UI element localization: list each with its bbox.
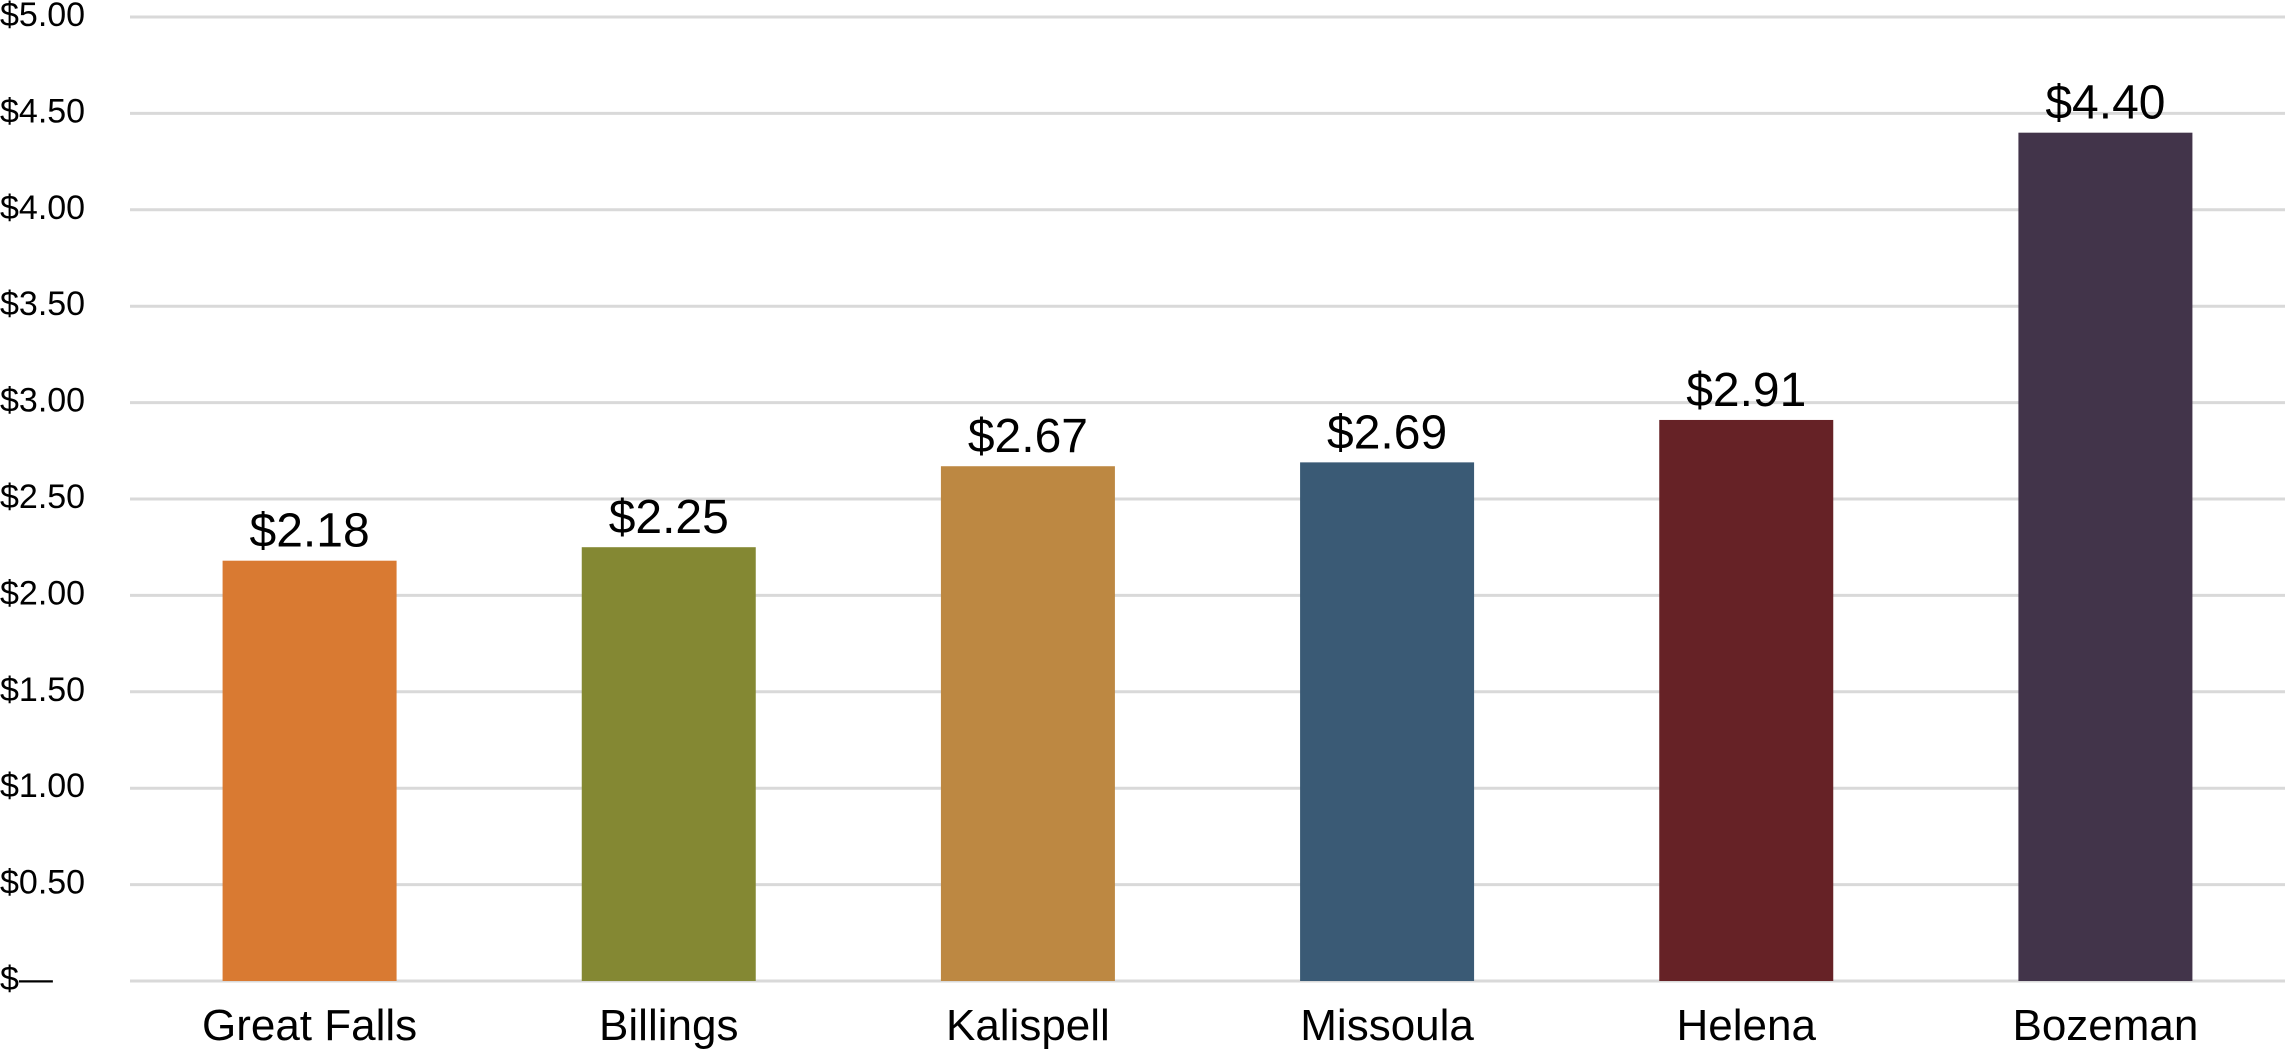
x-tick-label-2: Kalispell <box>946 1001 1110 1050</box>
y-tick-label-4: $2.00 <box>0 574 85 612</box>
grid-lines <box>130 15 2285 983</box>
bar-0 <box>222 560 397 981</box>
x-axis-tick-labels: Great Falls Billings Kalispell Missoula Hele… <box>202 1001 2198 1050</box>
y-tick-label-0: $— <box>0 960 53 998</box>
data-label-2: $2.67 <box>968 410 1088 463</box>
bar-2 <box>940 466 1115 981</box>
bar-4 <box>1659 419 1834 981</box>
data-label-5: $4.40 <box>2045 77 2165 130</box>
bar-3 <box>1300 462 1475 981</box>
data-label-0: $2.18 <box>250 505 370 558</box>
x-tick-label-1: Billings <box>599 1001 738 1050</box>
data-label-4: $2.91 <box>1686 364 1806 417</box>
bar-5 <box>2018 132 2193 981</box>
bar-1 <box>581 547 756 981</box>
x-tick-label-0: Great Falls <box>202 1001 417 1050</box>
data-labels: $2.18 $2.25 $2.67 $2.69 $2.91 $4.40 <box>250 77 2166 558</box>
y-tick-label-2: $1.00 <box>0 767 85 805</box>
y-tick-label-1: $0.50 <box>0 864 85 902</box>
data-label-1: $2.25 <box>609 491 729 544</box>
y-tick-label-6: $3.00 <box>0 382 85 420</box>
y-tick-label-5: $2.50 <box>0 478 85 516</box>
y-tick-label-7: $3.50 <box>0 285 85 323</box>
bars <box>222 132 2193 981</box>
y-tick-label-3: $1.50 <box>0 671 85 709</box>
y-axis-tick-labels: $— $0.50 $1.00 $1.50 $2.00 $2.50 $3.00 $3.50 $4.… <box>0 0 85 998</box>
x-tick-label-5: Bozeman <box>2012 1001 2198 1050</box>
y-tick-label-10: $5.00 <box>0 0 85 34</box>
x-tick-label-3: Missoula <box>1300 1001 1474 1050</box>
y-tick-label-8: $4.00 <box>0 189 85 227</box>
data-label-3: $2.69 <box>1327 406 1447 459</box>
x-tick-label-4: Helena <box>1677 1001 1817 1050</box>
y-tick-label-9: $4.50 <box>0 92 85 130</box>
